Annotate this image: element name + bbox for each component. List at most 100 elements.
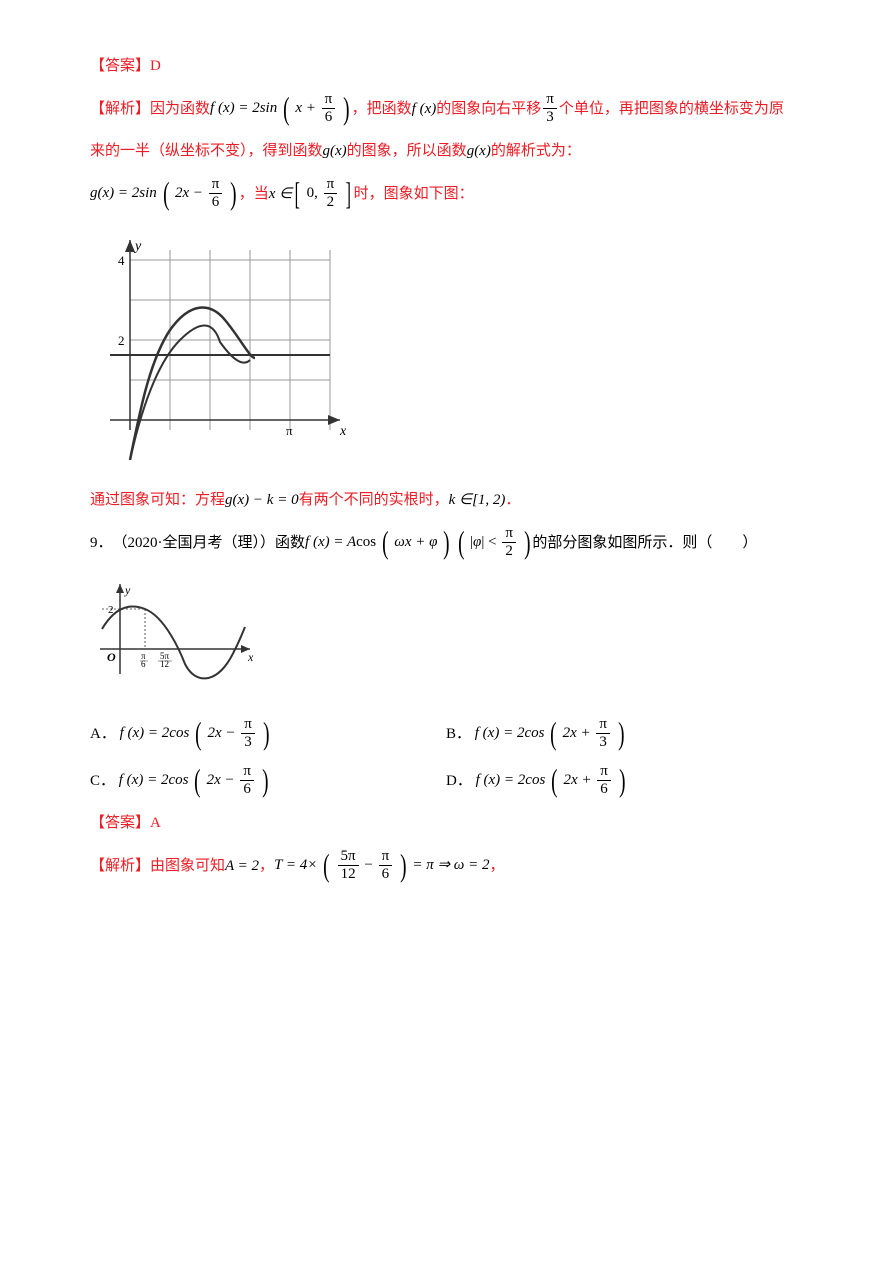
- opt-expr: f (x) = 2cos ( 2x − π 3 ): [116, 717, 271, 750]
- lhs: f (x) = 2cos: [475, 725, 545, 741]
- text: 通过图象可知：方程: [90, 488, 225, 512]
- d: 6: [597, 780, 611, 797]
- result: = π ⇒ ω = 2: [412, 857, 489, 873]
- text: ，当: [239, 182, 269, 206]
- fx: f (x): [412, 97, 437, 121]
- answer-value: D: [150, 54, 161, 78]
- text: 个单位，再把图象的横坐标变为原: [559, 97, 784, 121]
- den: 6: [322, 108, 336, 125]
- den: 3: [543, 108, 557, 125]
- fraction: π 6: [209, 177, 223, 210]
- lparen: (: [382, 530, 388, 556]
- answer-value: A: [150, 811, 161, 835]
- opt-expr: f (x) = 2cos ( 2x + π 6 ): [472, 764, 627, 797]
- y-tick-4: 4: [118, 253, 125, 268]
- frac: 5π 12: [338, 849, 359, 882]
- math-f-expr: f (x) = 2sin ( x + π 6 ): [210, 92, 352, 125]
- graph-1: y 4 2 x π: [90, 230, 802, 468]
- y-tick-2: 2: [118, 333, 125, 348]
- left-paren: (: [283, 96, 289, 122]
- g-expr: g(x) = 2sin ( 2x − π 6 ): [90, 177, 239, 210]
- lparen: (: [458, 530, 464, 556]
- y-label: y: [133, 239, 142, 254]
- x-label: x: [339, 424, 347, 439]
- left-bracket: [: [295, 181, 300, 207]
- answer-9: 【答案】 A: [90, 811, 802, 835]
- d: 12: [338, 865, 359, 882]
- frac: π 6: [379, 849, 393, 882]
- inner: x +: [295, 100, 316, 116]
- rp: ): [262, 768, 268, 794]
- option-b: B． f (x) = 2cos ( 2x + π 3 ): [446, 717, 802, 750]
- question-9: 9． （2020·全国月考（理）） 函数 f (x) = Acos ( ωx +…: [90, 526, 802, 559]
- lhs: f (x) = 2sin: [210, 100, 277, 116]
- analysis8-line2: 来的一半（纵坐标不变），得到函数 g(x) 的图象，所以函数 g(x) 的解析式…: [90, 139, 802, 163]
- minus: −: [364, 857, 376, 873]
- opt-expr: f (x) = 2cos ( 2x − π 6 ): [115, 764, 270, 797]
- text: 由图象可知: [150, 854, 225, 878]
- y-tick: 2: [108, 604, 114, 616]
- n: π: [596, 717, 610, 733]
- text: ，把函数: [352, 97, 412, 121]
- rparen: ): [524, 530, 530, 556]
- opt-label: D．: [446, 769, 472, 793]
- lhs: f (x) = 2cos: [120, 725, 190, 741]
- text: 的部分图象如图所示．则（ ）: [532, 531, 757, 555]
- analysis8-line3: g(x) = 2sin ( 2x − π 6 ) ，当 x ∈ [ 0, π 2…: [90, 177, 802, 210]
- n: π: [241, 717, 255, 733]
- fraction-pi3: π 3: [543, 92, 557, 125]
- lp: (: [194, 768, 200, 794]
- analysis8-conclusion: 通过图象可知：方程 g(x) − k = 0 有两个不同的实根时， k ∈[1,…: [90, 488, 802, 512]
- k-range: k ∈[1, 2): [449, 488, 506, 512]
- text: 因为函数: [150, 97, 210, 121]
- fraction: π 2: [324, 177, 338, 210]
- n: 5π: [338, 849, 359, 865]
- graph-2: y 2 O x π6 5π12: [90, 579, 802, 697]
- opt-label: B．: [446, 722, 471, 746]
- option-d: D． f (x) = 2cos ( 2x + π 6 ): [446, 764, 802, 797]
- inner: ωx + φ: [394, 534, 437, 550]
- answer-label: 【答案】: [90, 54, 150, 78]
- abs-r: |: [481, 534, 484, 550]
- opt-label: A．: [90, 722, 116, 746]
- text: 有两个不同的实根时，: [299, 488, 449, 512]
- rp: ): [400, 853, 406, 879]
- x-label: x: [247, 650, 254, 664]
- lp: (: [550, 721, 556, 747]
- frac: π 6: [240, 764, 254, 797]
- right-bracket: ]: [346, 181, 351, 207]
- A-eq: A = 2: [225, 854, 259, 878]
- frac: π 3: [241, 717, 255, 750]
- rparen: ): [443, 530, 449, 556]
- n: π: [379, 849, 393, 865]
- comma: ，: [490, 854, 505, 878]
- interval: [ 0, π 2 ]: [292, 177, 353, 210]
- text: 的图象向右平移: [436, 97, 541, 121]
- x-tick-1: π6: [141, 651, 146, 669]
- right-paren: ): [343, 96, 349, 122]
- gx: g(x): [467, 139, 491, 163]
- text: 的解析式为：: [491, 139, 581, 163]
- n: π: [240, 764, 254, 780]
- x-in: x ∈: [269, 182, 292, 206]
- gx: g(x): [323, 139, 347, 163]
- num: π: [502, 526, 516, 542]
- num: π: [209, 177, 223, 193]
- frac: π 3: [596, 717, 610, 750]
- fraction: π 2: [502, 526, 516, 559]
- options-row-2: C． f (x) = 2cos ( 2x − π 6 ) D． f (x) = …: [90, 764, 802, 797]
- analysis-label: 【解析】: [90, 854, 150, 878]
- fx: f (x) = A: [305, 534, 356, 550]
- option-c: C． f (x) = 2cos ( 2x − π 6 ): [90, 764, 446, 797]
- analysis8-line1: 【解析】 因为函数 f (x) = 2sin ( x + π 6 ) ，把函数 …: [90, 92, 802, 125]
- inner: 2x +: [563, 725, 591, 741]
- inner: 2x −: [207, 725, 235, 741]
- num: π: [322, 92, 336, 108]
- d: 6: [379, 865, 393, 882]
- q9-expr: f (x) = Acos ( ωx + φ ) ( |φ| < π 2 ): [305, 526, 532, 559]
- text: 的图象，所以函数: [347, 139, 467, 163]
- lhs: g(x) = 2sin: [90, 185, 157, 201]
- gk: g(x) − k = 0: [225, 488, 299, 512]
- lhs: f (x) = 2cos: [476, 772, 546, 788]
- T-eq: T = 4×: [274, 857, 317, 873]
